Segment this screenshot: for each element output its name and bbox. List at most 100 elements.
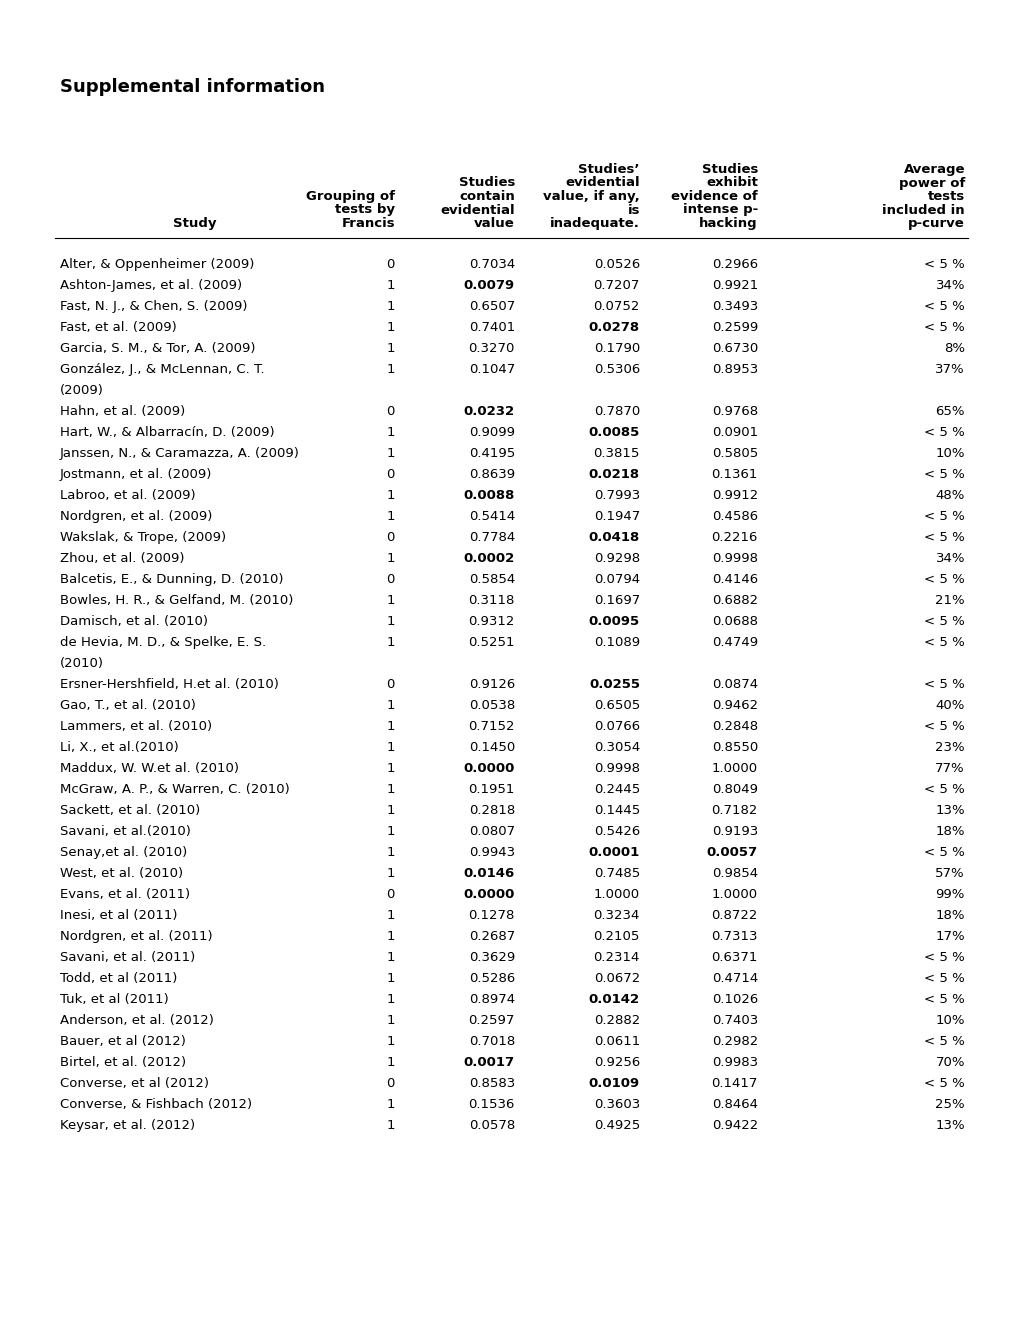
Text: (2010): (2010) — [60, 657, 104, 671]
Text: 0.8550: 0.8550 — [711, 741, 757, 754]
Text: 1: 1 — [386, 321, 394, 334]
Text: 0.8049: 0.8049 — [711, 783, 757, 796]
Text: 0.1536: 0.1536 — [468, 1098, 515, 1111]
Text: < 5 %: < 5 % — [923, 678, 964, 690]
Text: Converse, & Fishbach (2012): Converse, & Fishbach (2012) — [60, 1098, 252, 1111]
Text: 0: 0 — [386, 678, 394, 690]
Text: 0.1951: 0.1951 — [468, 783, 515, 796]
Text: Balcetis, E., & Dunning, D. (2010): Balcetis, E., & Dunning, D. (2010) — [60, 573, 283, 586]
Text: exhibit: exhibit — [705, 177, 757, 190]
Text: 0.9854: 0.9854 — [711, 867, 757, 880]
Text: 0.1417: 0.1417 — [711, 1077, 757, 1090]
Text: Bauer, et al (2012): Bauer, et al (2012) — [60, 1035, 185, 1048]
Text: 10%: 10% — [934, 447, 964, 459]
Text: 0.1361: 0.1361 — [711, 469, 757, 480]
Text: 0.3493: 0.3493 — [711, 300, 757, 313]
Text: 1: 1 — [386, 1098, 394, 1111]
Text: 0.9298: 0.9298 — [593, 552, 639, 565]
Text: Wakslak, & Trope, (2009): Wakslak, & Trope, (2009) — [60, 531, 226, 544]
Text: 1: 1 — [386, 825, 394, 838]
Text: 0.0001: 0.0001 — [588, 846, 639, 859]
Text: 99%: 99% — [934, 888, 964, 902]
Text: 0.7207: 0.7207 — [593, 279, 639, 292]
Text: Zhou, et al. (2009): Zhou, et al. (2009) — [60, 552, 184, 565]
Text: 0.2982: 0.2982 — [711, 1035, 757, 1048]
Text: Todd, et al (2011): Todd, et al (2011) — [60, 972, 177, 985]
Text: 0.7034: 0.7034 — [469, 257, 515, 271]
Text: 23%: 23% — [934, 741, 964, 754]
Text: 1: 1 — [386, 1119, 394, 1133]
Text: 21%: 21% — [934, 594, 964, 607]
Text: 0.9943: 0.9943 — [469, 846, 515, 859]
Text: < 5 %: < 5 % — [923, 783, 964, 796]
Text: 0.0672: 0.0672 — [593, 972, 639, 985]
Text: 0.0142: 0.0142 — [588, 993, 639, 1006]
Text: Fast, N. J., & Chen, S. (2009): Fast, N. J., & Chen, S. (2009) — [60, 300, 248, 313]
Text: 0.9462: 0.9462 — [711, 700, 757, 711]
Text: 0.2597: 0.2597 — [468, 1014, 515, 1027]
Text: 0.7784: 0.7784 — [469, 531, 515, 544]
Text: 0.4146: 0.4146 — [711, 573, 757, 586]
Text: 1.0000: 1.0000 — [711, 888, 757, 902]
Text: 0.0079: 0.0079 — [464, 279, 515, 292]
Text: 0: 0 — [386, 888, 394, 902]
Text: 1: 1 — [386, 279, 394, 292]
Text: 0.1047: 0.1047 — [469, 363, 515, 376]
Text: 0.9126: 0.9126 — [469, 678, 515, 690]
Text: 1: 1 — [386, 363, 394, 376]
Text: Senay,et al. (2010): Senay,et al. (2010) — [60, 846, 187, 859]
Text: 13%: 13% — [934, 804, 964, 817]
Text: Inesi, et al (2011): Inesi, et al (2011) — [60, 909, 177, 921]
Text: 0.5414: 0.5414 — [469, 510, 515, 523]
Text: 0.8974: 0.8974 — [469, 993, 515, 1006]
Text: 0.3118: 0.3118 — [468, 594, 515, 607]
Text: 0.1089: 0.1089 — [593, 636, 639, 649]
Text: 25%: 25% — [934, 1098, 964, 1111]
Text: Sackett, et al. (2010): Sackett, et al. (2010) — [60, 804, 200, 817]
Text: 13%: 13% — [934, 1119, 964, 1133]
Text: 0.7870: 0.7870 — [593, 405, 639, 418]
Text: Keysar, et al. (2012): Keysar, et al. (2012) — [60, 1119, 195, 1133]
Text: Savani, et al. (2011): Savani, et al. (2011) — [60, 950, 195, 964]
Text: 1: 1 — [386, 909, 394, 921]
Text: 48%: 48% — [934, 488, 964, 502]
Text: 0.0611: 0.0611 — [593, 1035, 639, 1048]
Text: 1: 1 — [386, 931, 394, 942]
Text: 0.1026: 0.1026 — [711, 993, 757, 1006]
Text: 1: 1 — [386, 804, 394, 817]
Text: 18%: 18% — [934, 909, 964, 921]
Text: 1.0000: 1.0000 — [593, 888, 639, 902]
Text: 0.0538: 0.0538 — [469, 700, 515, 711]
Text: tests by: tests by — [334, 203, 394, 216]
Text: 8%: 8% — [943, 342, 964, 355]
Text: 0.1790: 0.1790 — [593, 342, 639, 355]
Text: 0.5251: 0.5251 — [468, 636, 515, 649]
Text: 0.9921: 0.9921 — [711, 279, 757, 292]
Text: Li, X., et al.(2010): Li, X., et al.(2010) — [60, 741, 178, 754]
Text: 1: 1 — [386, 950, 394, 964]
Text: 65%: 65% — [934, 405, 964, 418]
Text: 0: 0 — [386, 531, 394, 544]
Text: Savani, et al.(2010): Savani, et al.(2010) — [60, 825, 191, 838]
Text: Janssen, N., & Caramazza, A. (2009): Janssen, N., & Caramazza, A. (2009) — [60, 447, 300, 459]
Text: 0.5805: 0.5805 — [711, 447, 757, 459]
Text: 0.4749: 0.4749 — [711, 636, 757, 649]
Text: 34%: 34% — [934, 552, 964, 565]
Text: 0.5286: 0.5286 — [469, 972, 515, 985]
Text: Fast, et al. (2009): Fast, et al. (2009) — [60, 321, 176, 334]
Text: Gao, T., et al. (2010): Gao, T., et al. (2010) — [60, 700, 196, 711]
Text: 0.0752: 0.0752 — [593, 300, 639, 313]
Text: 0: 0 — [386, 257, 394, 271]
Text: 0.7182: 0.7182 — [711, 804, 757, 817]
Text: Nordgren, et al. (2009): Nordgren, et al. (2009) — [60, 510, 212, 523]
Text: 0.3270: 0.3270 — [468, 342, 515, 355]
Text: Converse, et al (2012): Converse, et al (2012) — [60, 1077, 209, 1090]
Text: 1: 1 — [386, 447, 394, 459]
Text: 1: 1 — [386, 719, 394, 733]
Text: 0.3629: 0.3629 — [469, 950, 515, 964]
Text: Lammers, et al. (2010): Lammers, et al. (2010) — [60, 719, 212, 733]
Text: evidential: evidential — [440, 203, 515, 216]
Text: 0.0794: 0.0794 — [593, 573, 639, 586]
Text: Studies’: Studies’ — [578, 162, 639, 176]
Text: González, J., & McLennan, C. T.: González, J., & McLennan, C. T. — [60, 363, 264, 376]
